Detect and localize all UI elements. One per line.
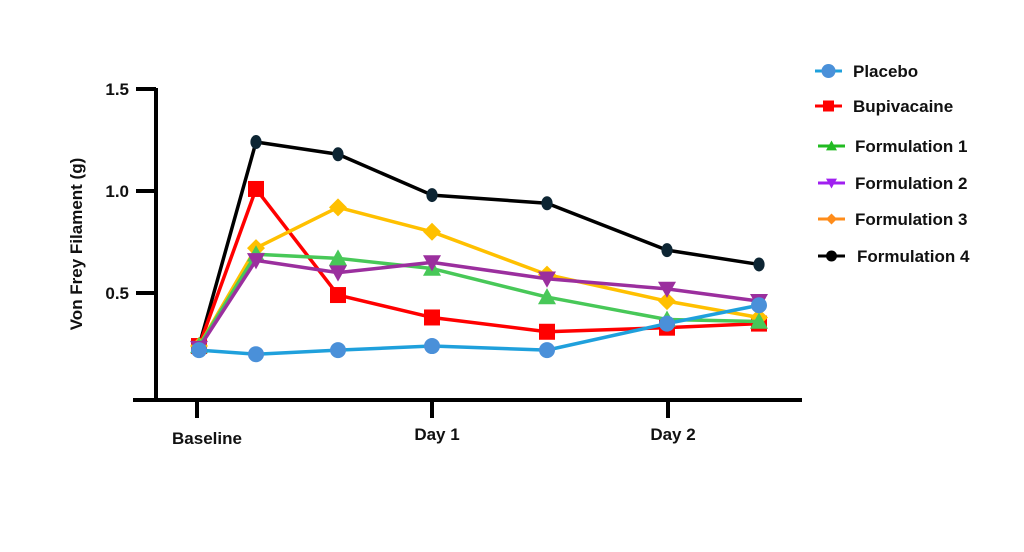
data-point <box>332 147 344 162</box>
data-point <box>329 249 347 266</box>
data-point <box>424 309 440 326</box>
series-group <box>190 135 768 363</box>
y-tick-label: 1.0 <box>105 182 129 201</box>
data-point <box>329 198 347 217</box>
circle-marker-icon <box>821 64 836 78</box>
data-point <box>538 288 556 305</box>
x-ticks: Baseline Day 1 Day 2 <box>172 400 696 448</box>
legend-item: Bupivacaine <box>815 97 953 116</box>
legend-label: Placebo <box>853 62 918 81</box>
legend-label: Formulation 2 <box>855 174 967 193</box>
legend-label: Formulation 3 <box>855 210 967 229</box>
series-placebo <box>191 297 767 363</box>
data-point <box>541 196 553 211</box>
data-point <box>658 281 676 298</box>
triangle-up-marker-icon <box>826 140 837 151</box>
square-marker-icon <box>823 100 834 112</box>
series-formulation-1 <box>190 245 768 354</box>
legend-label: Bupivacaine <box>853 97 953 116</box>
data-point <box>539 323 555 340</box>
legend-item: Formulation 4 <box>818 247 970 266</box>
data-point <box>329 265 347 282</box>
legend-item: Formulation 1 <box>818 137 967 156</box>
y-tick-label: 0.5 <box>105 284 129 303</box>
data-point <box>248 346 264 363</box>
legend-label: Formulation 4 <box>857 247 970 266</box>
data-point <box>538 271 556 288</box>
data-point <box>191 342 207 359</box>
legend: Placebo Bupivacaine Formulation 1 Formulati… <box>815 62 970 266</box>
data-point <box>426 188 438 203</box>
data-point <box>247 253 265 270</box>
series-formulation-3 <box>190 198 768 356</box>
data-point <box>753 257 765 272</box>
data-point <box>751 297 767 314</box>
y-tick-label: 1.5 <box>105 80 129 99</box>
data-point <box>250 135 262 150</box>
data-point <box>658 292 676 311</box>
legend-item: Placebo <box>815 62 918 81</box>
data-point <box>330 287 346 304</box>
diamond-marker-icon <box>826 213 837 225</box>
data-point <box>659 315 675 332</box>
data-point <box>423 255 441 272</box>
data-point <box>539 342 555 359</box>
legend-item: Formulation 3 <box>818 210 967 229</box>
data-point <box>661 243 673 258</box>
legend-label: Formulation 1 <box>855 137 967 156</box>
y-ticks: 0.5 1.0 1.5 <box>105 80 156 303</box>
x-tick-label: Day 1 <box>414 425 459 444</box>
data-point <box>750 312 768 329</box>
data-point <box>248 180 264 197</box>
y-axis-title: Von Frey Filament (g) <box>67 158 86 331</box>
data-point <box>424 338 440 355</box>
x-tick-label: Baseline <box>172 429 242 448</box>
legend-item: Formulation 2 <box>818 174 967 193</box>
triangle-down-marker-icon <box>826 178 837 189</box>
data-point <box>330 342 346 359</box>
data-point <box>423 222 441 241</box>
x-tick-label: Day 2 <box>650 425 695 444</box>
axes: 0.5 1.0 1.5 Baseline Day 1 Day 2 Von Frey Fi… <box>67 80 802 448</box>
circle-marker-icon <box>826 250 837 262</box>
